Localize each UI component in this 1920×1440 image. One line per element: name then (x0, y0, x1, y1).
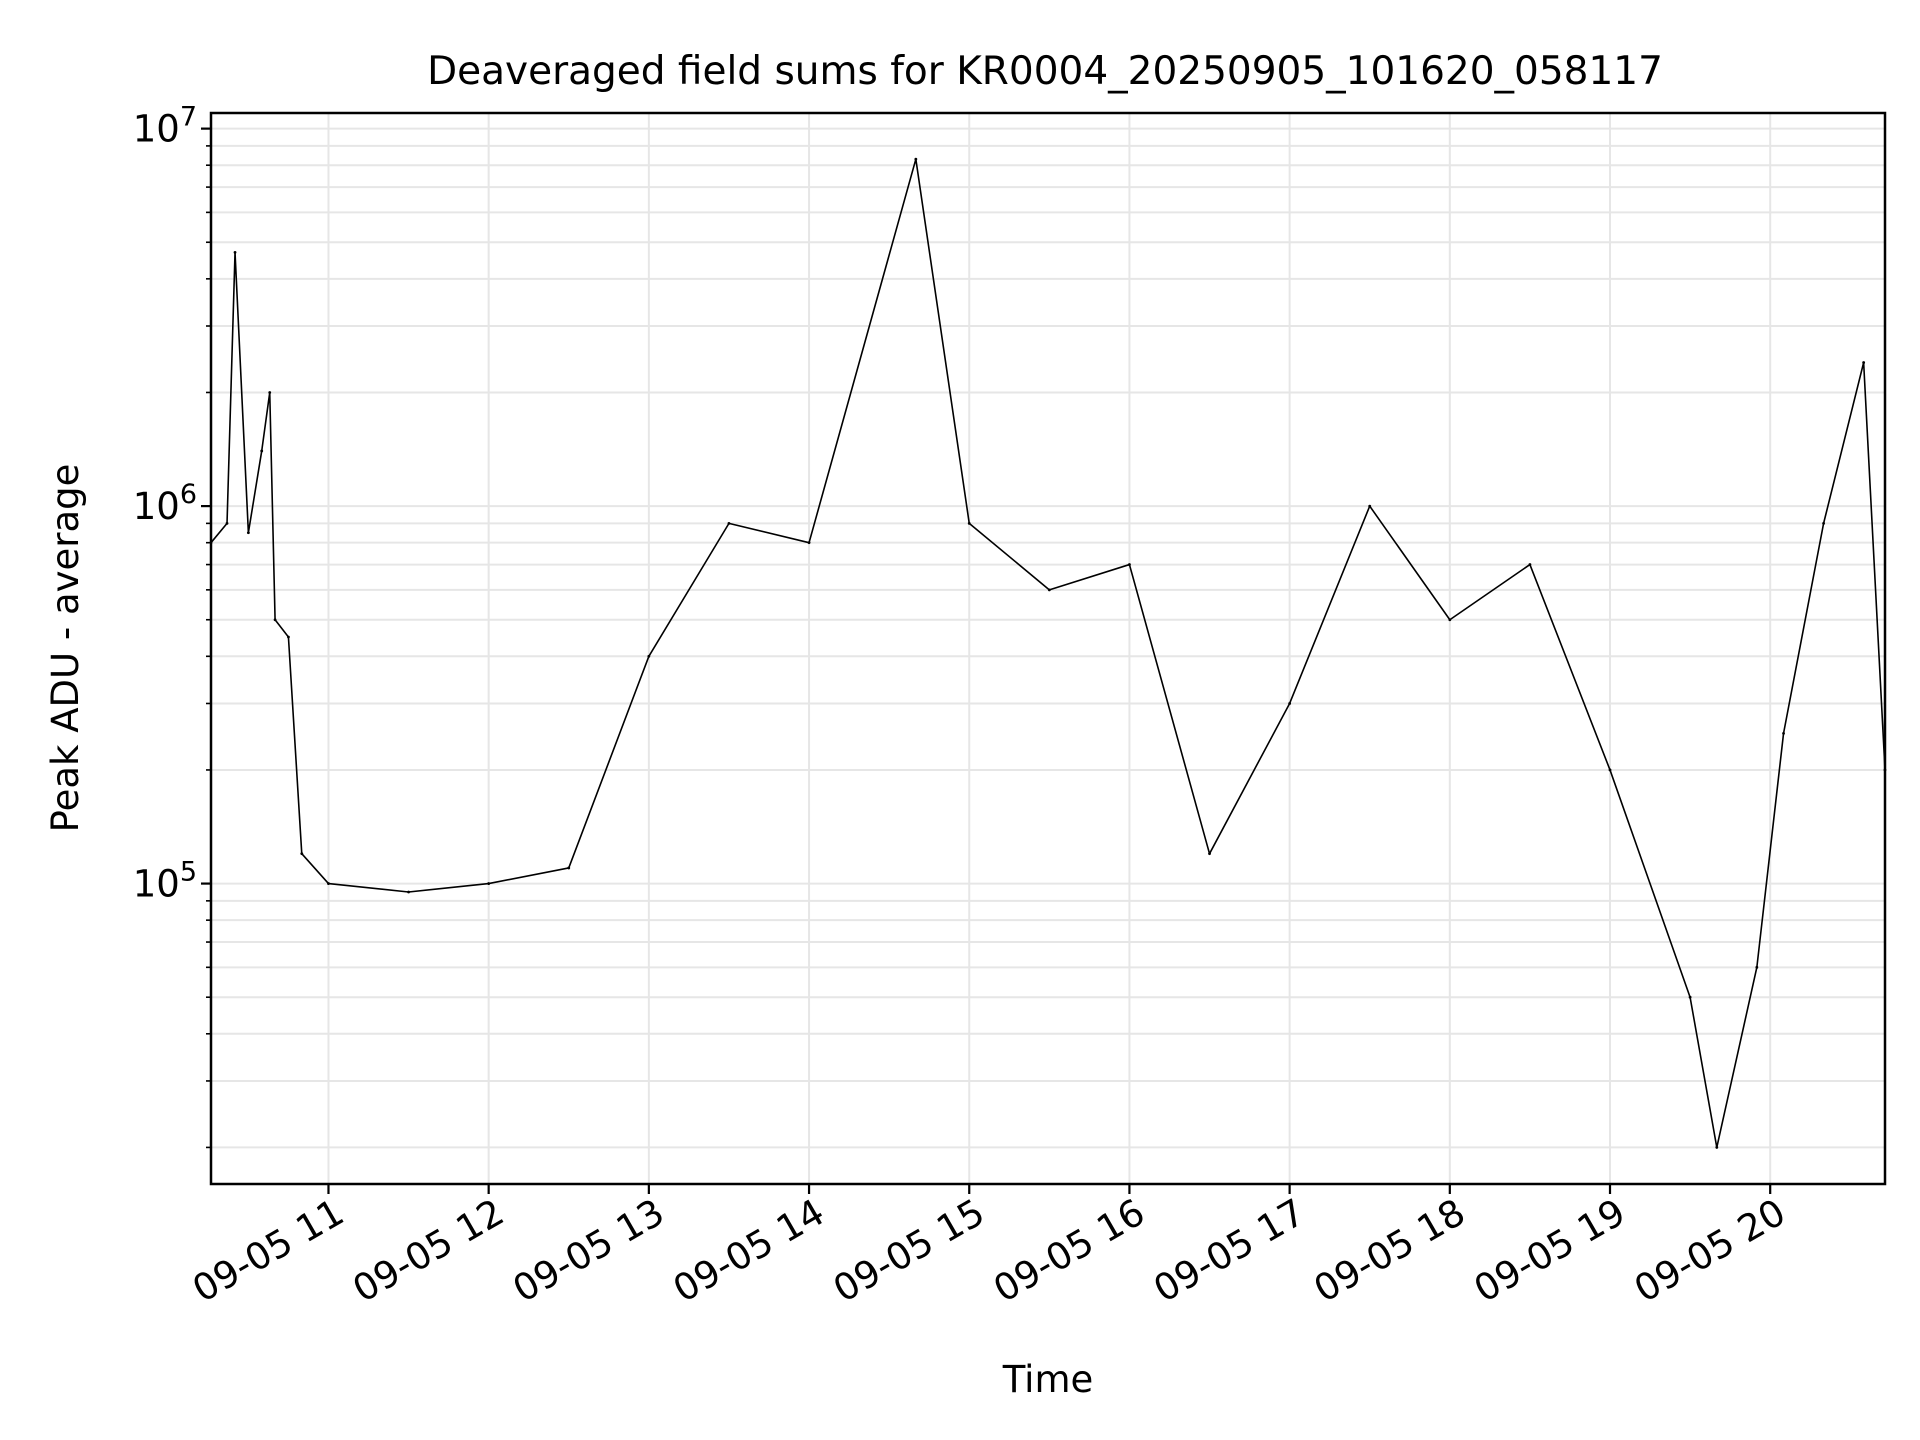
data-point (1755, 965, 1759, 969)
data-point (914, 157, 918, 161)
y-tick-exponent: 5 (180, 857, 197, 888)
data-point (273, 618, 277, 622)
data-point (246, 531, 250, 535)
data-point (233, 250, 237, 254)
data-point (1608, 768, 1612, 772)
y-tick-base: 10 (133, 108, 180, 151)
data-point (1715, 1146, 1719, 1149)
data-point (300, 852, 304, 856)
y-tick-exponent: 7 (180, 102, 197, 133)
data-point (1822, 521, 1825, 525)
data-point (1047, 588, 1051, 592)
data-point (1688, 995, 1692, 999)
data-point (287, 635, 290, 639)
data-point (407, 890, 410, 894)
y-tick-label: 107 (133, 102, 197, 151)
y-tick-base: 10 (133, 485, 180, 528)
x-axis-label: Time (1002, 1358, 1094, 1401)
data-point (260, 449, 264, 453)
data-point (1782, 731, 1785, 735)
y-tick-label: 106 (133, 479, 197, 528)
data-point (268, 391, 272, 394)
data-point (647, 654, 651, 658)
data-point (1208, 852, 1211, 856)
data-point (567, 866, 571, 870)
data-point (1528, 563, 1532, 566)
data-point (487, 882, 491, 885)
data-point (327, 882, 330, 885)
y-tick-base: 10 (133, 863, 180, 906)
data-point (1368, 504, 1372, 508)
data-point (1448, 618, 1452, 622)
data-point (727, 521, 731, 525)
data-point (225, 521, 229, 525)
data-point (967, 521, 971, 525)
data-point (1288, 702, 1292, 705)
data-point (1862, 361, 1866, 364)
plot-frame (209, 111, 1887, 1186)
y-tick-exponent: 6 (180, 479, 197, 510)
y-axis-label: Peak ADU - average (44, 464, 87, 833)
y-tick-label: 105 (133, 857, 197, 906)
data-point (1128, 563, 1131, 566)
chart-title: Deaveraged field sums for KR0004_2025090… (427, 49, 1663, 94)
data-point (807, 541, 811, 545)
